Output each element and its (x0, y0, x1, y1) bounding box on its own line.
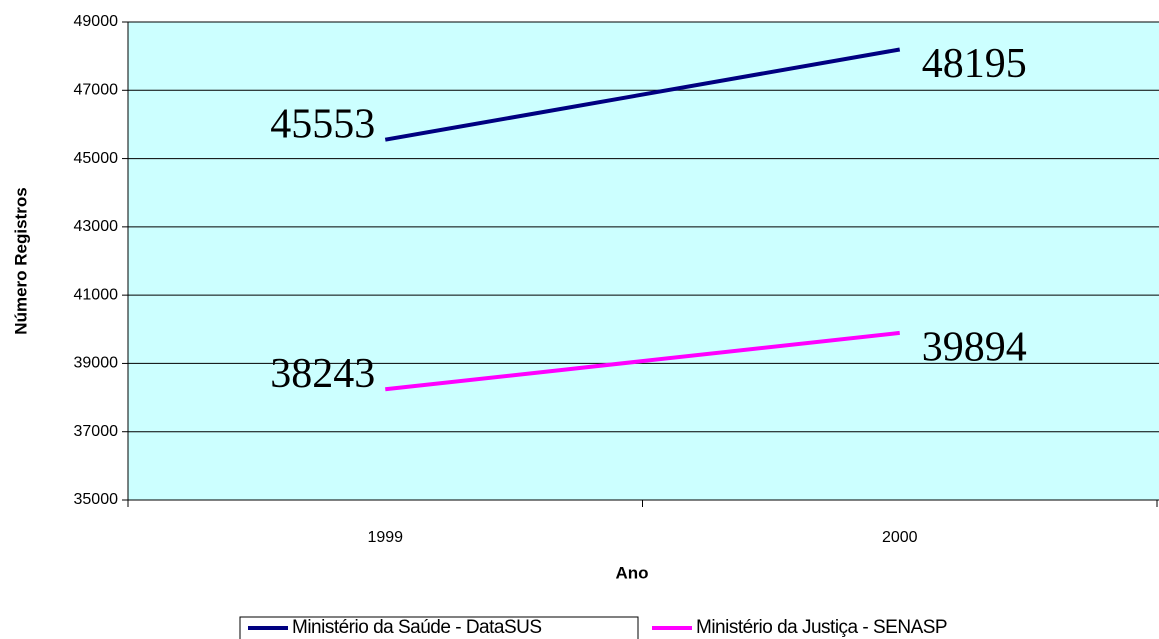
y-tick-label: 49000 (74, 13, 119, 30)
y-tick-label: 35000 (74, 491, 119, 508)
plot-area (128, 22, 1159, 500)
data-label: 48195 (922, 41, 1027, 87)
y-axis-label: Número Registros (11, 187, 30, 334)
series-line (385, 330, 900, 392)
x-tick-label: 2000 (882, 529, 918, 546)
series-line (384, 47, 901, 142)
data-label: 39894 (922, 325, 1027, 371)
y-tick-label: 47000 (74, 82, 119, 99)
y-tick-label: 41000 (74, 286, 119, 303)
data-label: 45553 (270, 101, 375, 147)
x-axis-label: Ano (615, 563, 648, 582)
x-tick-label: 1999 (367, 529, 403, 546)
y-tick-label: 43000 (74, 218, 119, 235)
y-tick-label: 39000 (74, 355, 119, 372)
data-label: 38243 (270, 351, 375, 397)
y-tick-label: 45000 (74, 150, 119, 167)
legend-label: Ministério da Saúde - DataSUS (292, 617, 542, 638)
legend-label: Ministério da Justiça - SENASP (696, 617, 947, 638)
y-tick-label: 37000 (74, 423, 119, 440)
legend-box (239, 616, 639, 639)
